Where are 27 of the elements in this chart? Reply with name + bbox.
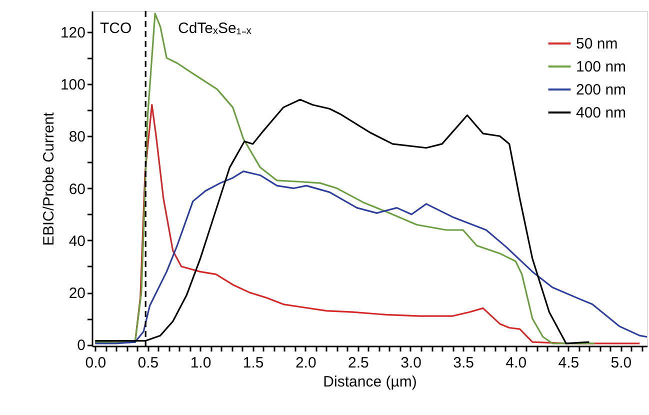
y-tick-label: 80 (68, 128, 86, 146)
y-tick-label: 40 (68, 232, 86, 250)
annotation: CdTeₓSe₁₋ₓ (178, 20, 252, 37)
x-tick-label: 2.5 (348, 354, 369, 372)
y-tick-label: 120 (60, 24, 86, 42)
x-tick-label: 3.5 (453, 354, 474, 372)
x-tick-label: 3.0 (400, 354, 422, 372)
y-tick-label: 20 (68, 285, 86, 302)
x-tick-label: 4.0 (506, 354, 527, 372)
line-series (94, 170, 648, 344)
x-tick-label: 2.0 (295, 354, 316, 372)
x-axis-title: Distance (µm) (323, 374, 417, 390)
legend-label: 50 nm (576, 36, 618, 52)
x-tick-label: 0.0 (85, 354, 106, 372)
x-tick-label: 0.5 (138, 354, 159, 372)
y-axis-title: EBIC/Probe Current (40, 111, 58, 246)
x-tick-label: 1.5 (242, 354, 264, 372)
y-tick-label: 0 (77, 337, 86, 354)
x-tick-label: 1.0 (190, 354, 212, 372)
x-tick-label: 5.0 (610, 354, 632, 372)
x-tick-label: 4.5 (558, 354, 580, 372)
annotation: TCO (100, 20, 132, 37)
legend-label: 200 nm (576, 82, 626, 98)
legend-label: 100 nm (576, 58, 626, 76)
y-tick-label: 100 (60, 76, 86, 94)
legend-label: 400 nm (576, 104, 626, 122)
y-tick-label: 60 (68, 180, 86, 198)
